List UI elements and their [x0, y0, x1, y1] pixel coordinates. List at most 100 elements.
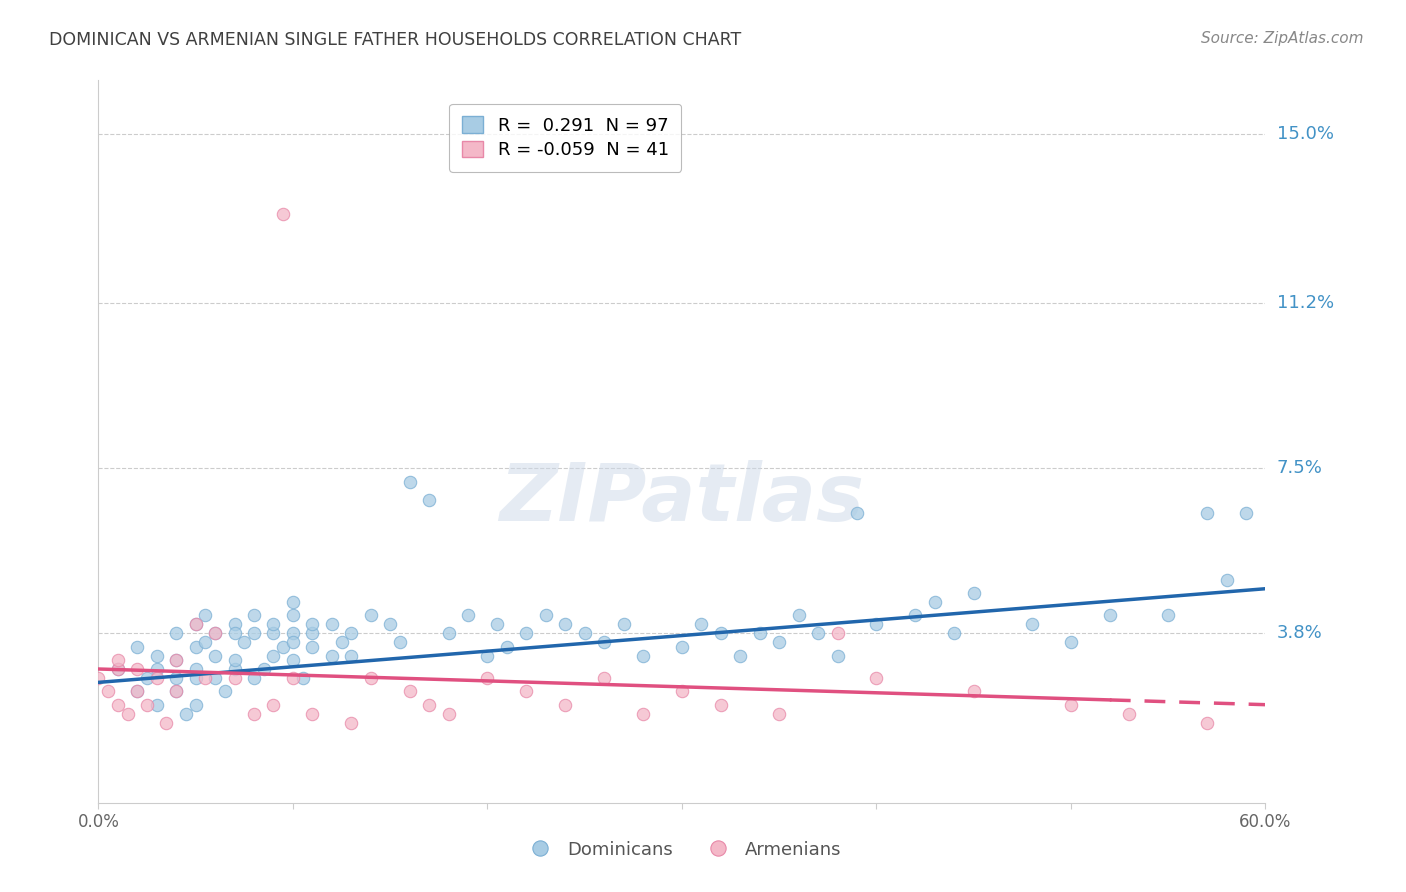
- Legend: Dominicans, Armenians: Dominicans, Armenians: [515, 834, 849, 866]
- Point: [1195, 506, 1218, 520]
- Point: [155, 715, 177, 730]
- Point: [174, 706, 197, 721]
- Point: [117, 706, 139, 721]
- Point: [281, 635, 304, 649]
- Point: [340, 626, 363, 640]
- Point: [204, 626, 226, 640]
- Point: [1060, 635, 1083, 649]
- Point: [593, 635, 616, 649]
- Point: [710, 626, 733, 640]
- Point: [962, 684, 984, 698]
- Point: [574, 626, 596, 640]
- Point: [827, 626, 849, 640]
- Point: [418, 698, 440, 712]
- Point: [224, 671, 246, 685]
- Point: [204, 626, 226, 640]
- Point: [165, 626, 187, 640]
- Point: [1157, 608, 1180, 623]
- Point: [962, 586, 984, 600]
- Point: [184, 662, 207, 676]
- Point: [515, 626, 537, 640]
- Point: [321, 648, 343, 663]
- Point: [184, 671, 207, 685]
- Point: [534, 608, 557, 623]
- Point: [107, 653, 129, 667]
- Point: [631, 648, 654, 663]
- Point: [243, 626, 266, 640]
- Point: [398, 684, 420, 698]
- Point: [477, 671, 499, 685]
- Point: [107, 698, 129, 712]
- Point: [865, 617, 887, 632]
- Point: [330, 635, 353, 649]
- Point: [554, 698, 576, 712]
- Point: [194, 608, 217, 623]
- Point: [943, 626, 966, 640]
- Point: [204, 648, 226, 663]
- Point: [787, 608, 810, 623]
- Point: [194, 635, 217, 649]
- Point: [593, 671, 616, 685]
- Point: [271, 207, 294, 221]
- Point: [146, 671, 169, 685]
- Point: [184, 640, 207, 654]
- Point: [1195, 715, 1218, 730]
- Point: [281, 626, 304, 640]
- Point: [827, 648, 849, 663]
- Point: [360, 608, 382, 623]
- Point: [165, 684, 187, 698]
- Point: [388, 635, 411, 649]
- Point: [904, 608, 927, 623]
- Point: [262, 648, 284, 663]
- Text: 3.8%: 3.8%: [1277, 624, 1322, 642]
- Point: [360, 671, 382, 685]
- Point: [515, 684, 537, 698]
- Point: [418, 492, 440, 507]
- Point: [262, 698, 284, 712]
- Point: [380, 617, 402, 632]
- Point: [127, 684, 149, 698]
- Point: [291, 671, 314, 685]
- Point: [457, 608, 479, 623]
- Point: [107, 662, 129, 676]
- Point: [768, 706, 790, 721]
- Point: [1215, 573, 1237, 587]
- Point: [224, 626, 246, 640]
- Point: [301, 617, 323, 632]
- Point: [165, 653, 187, 667]
- Point: [184, 617, 207, 632]
- Text: 7.5%: 7.5%: [1277, 459, 1323, 477]
- Point: [437, 626, 460, 640]
- Point: [671, 684, 693, 698]
- Point: [281, 653, 304, 667]
- Point: [97, 684, 120, 698]
- Point: [243, 706, 266, 721]
- Point: [253, 662, 276, 676]
- Point: [165, 671, 187, 685]
- Point: [748, 626, 770, 640]
- Text: DOMINICAN VS ARMENIAN SINGLE FATHER HOUSEHOLDS CORRELATION CHART: DOMINICAN VS ARMENIAN SINGLE FATHER HOUS…: [49, 31, 741, 49]
- Point: [1060, 698, 1083, 712]
- Point: [204, 671, 226, 685]
- Point: [243, 671, 266, 685]
- Point: [224, 617, 246, 632]
- Point: [301, 626, 323, 640]
- Text: ZIPatlas: ZIPatlas: [499, 460, 865, 539]
- Point: [127, 640, 149, 654]
- Point: [301, 640, 323, 654]
- Point: [1118, 706, 1140, 721]
- Point: [146, 662, 169, 676]
- Point: [194, 671, 217, 685]
- Point: [486, 617, 509, 632]
- Point: [631, 706, 654, 721]
- Point: [271, 640, 294, 654]
- Point: [398, 475, 420, 489]
- Point: [243, 608, 266, 623]
- Point: [184, 617, 207, 632]
- Point: [146, 698, 169, 712]
- Point: [613, 617, 636, 632]
- Point: [477, 648, 499, 663]
- Point: [496, 640, 519, 654]
- Point: [146, 648, 169, 663]
- Point: [136, 671, 159, 685]
